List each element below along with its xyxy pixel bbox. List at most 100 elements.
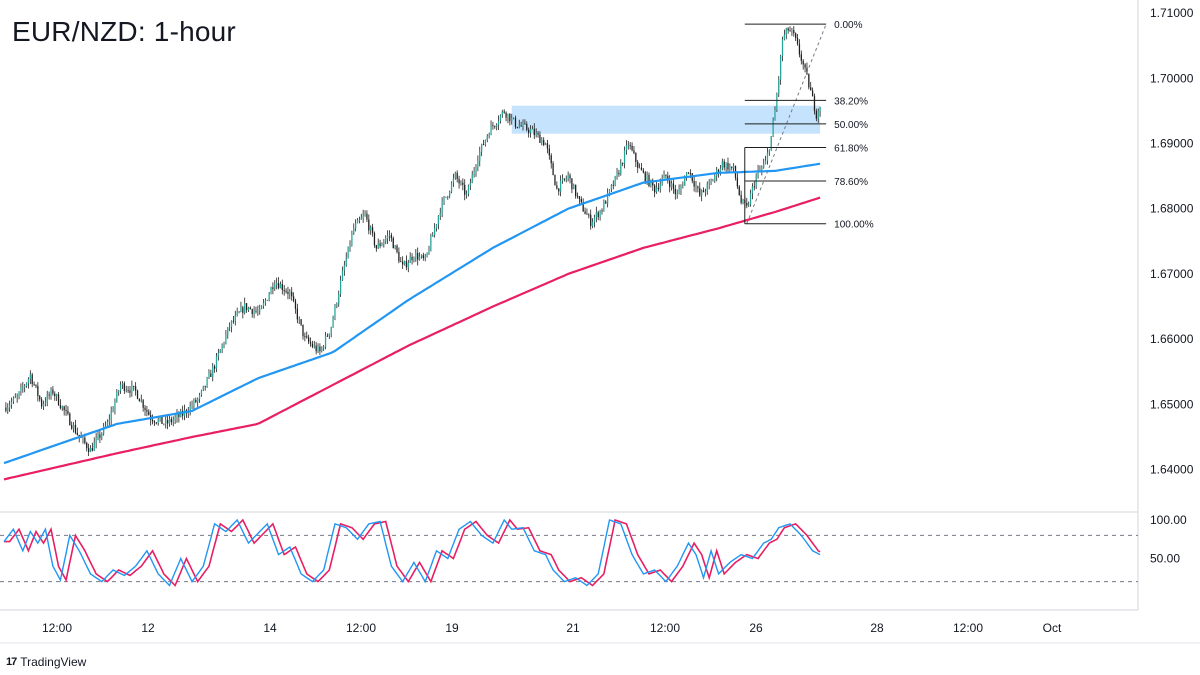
candle-bear [798, 44, 801, 55]
candle-bear [166, 420, 169, 424]
candle-bear [642, 170, 644, 173]
candle-bull [386, 235, 389, 239]
candle-bear [738, 186, 740, 196]
candle-bull [480, 144, 483, 152]
candle-bull [768, 150, 770, 153]
candle-bull [110, 411, 112, 421]
candle-bull [358, 219, 361, 221]
candle-bear [373, 232, 376, 246]
candle-bear [622, 163, 624, 164]
candle-bear [687, 172, 690, 174]
candle-bull [748, 204, 750, 206]
candle-bull [289, 291, 291, 295]
candle-bull [486, 135, 488, 140]
candle-bull [119, 384, 122, 391]
candle-bear [204, 385, 206, 387]
time-tick-label: 12:00 [346, 621, 376, 635]
candle-bull [385, 238, 387, 242]
candle-bear [699, 188, 701, 196]
candle-bull [191, 405, 193, 407]
candle-bull [189, 405, 191, 413]
candle-bull [234, 315, 236, 322]
candle-bear [306, 336, 308, 338]
moving-averages [3, 162, 821, 481]
candle-bull [783, 34, 786, 40]
candle-bull [212, 366, 214, 377]
candle-bear [464, 184, 466, 195]
candle-bear [793, 30, 795, 34]
candle-bull [409, 256, 411, 263]
candle-bull [253, 310, 255, 314]
candle-bull [477, 160, 479, 168]
candle-bull [24, 385, 26, 388]
candle-bear [134, 386, 137, 391]
candle-bull [317, 346, 319, 352]
candle-bull [72, 425, 75, 429]
time-tick-label: 12:00 [650, 621, 680, 635]
time-tick-label: 28 [870, 621, 884, 635]
candle-bear [810, 87, 812, 91]
candle-bull [25, 383, 28, 386]
candle-bear [648, 174, 650, 187]
candle-bear [210, 373, 212, 377]
candle-bull [710, 181, 712, 183]
candle-bear [815, 111, 817, 119]
candle-bear [213, 366, 216, 369]
candle-bear [281, 284, 283, 290]
candle-bull [347, 246, 349, 258]
grid [0, 0, 1200, 644]
candle-bear [808, 74, 810, 88]
candle-bull [424, 256, 426, 259]
candle-bull [774, 110, 776, 121]
candle-bull [704, 191, 707, 193]
candle-bear [87, 448, 90, 452]
candle-bull [450, 182, 453, 192]
candle-bull [247, 307, 250, 311]
candle-bull [469, 183, 471, 186]
candle-bull [223, 343, 225, 345]
candle-bear [309, 341, 312, 344]
candle-bear [563, 178, 566, 180]
candle-bear [558, 188, 560, 192]
price-tick-label: 1.69000 [1150, 136, 1194, 150]
candle-bull [206, 377, 208, 387]
candle-bull [114, 401, 116, 410]
osc-tick-label: 50.00 [1150, 552, 1180, 566]
candle-bull [511, 117, 513, 122]
candle-bull [208, 373, 210, 378]
candle-bull [496, 124, 498, 127]
stoch-d-line [4, 518, 821, 587]
candle-bull [544, 143, 547, 146]
candle-bull [93, 442, 95, 451]
candle-bear [283, 289, 285, 291]
candle-bull [638, 167, 641, 169]
candle-bull [776, 94, 778, 111]
tradingview-logo-icon: 17 [6, 656, 17, 668]
candle-bull [488, 134, 490, 136]
candle-bull [112, 409, 114, 412]
candle-bull [268, 294, 270, 301]
candle-bear [635, 153, 637, 163]
candle-bear [33, 383, 35, 385]
candle-bull [606, 192, 609, 204]
candle-bull [364, 213, 366, 216]
candle-bull [82, 437, 84, 439]
candle-bull [531, 128, 534, 130]
candle-bear [503, 111, 505, 113]
candle-bear [91, 448, 94, 451]
candlestick-series [5, 26, 821, 457]
ma-fast-line [3, 162, 821, 465]
candle-bear [546, 143, 549, 149]
fib-level-label: 61.80% [834, 143, 868, 154]
candle-bull [541, 140, 543, 144]
candle-bear [584, 211, 586, 214]
candle-bear [674, 188, 676, 195]
candle-bear [528, 129, 530, 133]
candle-bull [518, 125, 520, 128]
candle-bull [757, 170, 759, 176]
candle-bear [482, 144, 485, 145]
candle-bear [689, 173, 692, 175]
candle-bear [787, 28, 789, 31]
candle-bull [714, 176, 716, 181]
candle-bull [565, 178, 567, 180]
